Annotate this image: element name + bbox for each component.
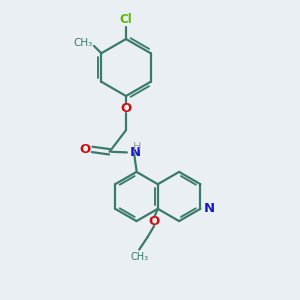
Text: Cl: Cl: [120, 13, 132, 26]
Text: H: H: [133, 142, 142, 152]
Text: CH₃: CH₃: [73, 38, 92, 48]
Text: N: N: [203, 202, 214, 215]
Text: O: O: [120, 102, 132, 115]
Text: N: N: [130, 146, 141, 159]
Text: CH₃: CH₃: [130, 252, 148, 262]
Text: O: O: [148, 215, 160, 228]
Text: O: O: [80, 143, 91, 156]
